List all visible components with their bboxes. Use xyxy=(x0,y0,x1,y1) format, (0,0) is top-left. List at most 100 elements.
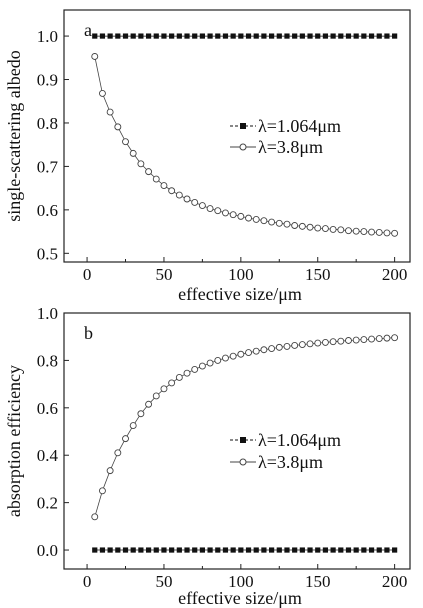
data-point-circle xyxy=(245,349,252,357)
data-point-circle xyxy=(214,207,222,215)
data-point-circle xyxy=(368,335,376,343)
data-point-circle xyxy=(383,334,391,342)
data-point-circle xyxy=(229,352,237,360)
data-point-circle xyxy=(206,359,214,367)
data-point-square xyxy=(384,33,390,39)
data-point-square xyxy=(269,547,275,553)
data-point-square xyxy=(345,33,352,39)
data-point-circle xyxy=(306,223,314,231)
data-point-square xyxy=(130,547,136,553)
data-point-square xyxy=(338,33,344,39)
data-point-circle xyxy=(252,347,260,355)
legend-a-item-1-label: λ=1.064μm xyxy=(258,116,341,136)
data-point-square xyxy=(138,547,144,553)
data-point-square xyxy=(122,33,129,39)
y-tick-label: 1.0 xyxy=(37,304,58,323)
data-point-square xyxy=(353,33,359,39)
data-point-square xyxy=(376,547,382,553)
data-point-circle xyxy=(321,338,329,346)
data-point-square xyxy=(238,547,244,553)
data-point-circle xyxy=(283,220,291,228)
data-point-square xyxy=(115,33,121,39)
data-point-square xyxy=(207,33,213,39)
data-point-square xyxy=(368,33,375,39)
data-point-circle xyxy=(160,182,168,189)
data-point-square xyxy=(169,33,175,39)
data-point-square xyxy=(176,547,182,553)
data-point-circle xyxy=(283,342,291,350)
data-point-circle xyxy=(337,337,345,345)
data-point-square xyxy=(161,33,167,39)
y-tick-label: 1.0 xyxy=(37,27,58,46)
data-point-square xyxy=(330,547,336,553)
legend-b-item-1-label: λ=1.064μm xyxy=(258,430,341,450)
data-point-square xyxy=(199,547,205,553)
data-point-square xyxy=(322,33,329,39)
data-point-circle xyxy=(298,222,306,230)
data-point-square xyxy=(315,547,321,553)
data-point-square xyxy=(115,547,121,553)
data-point-square xyxy=(322,547,329,553)
data-point-circle xyxy=(198,362,206,370)
data-point-square xyxy=(253,33,259,39)
panel-a-series xyxy=(91,33,399,237)
legend-a-item-1: λ=1.064μm xyxy=(230,116,341,136)
legend-b-item-2-label: λ=3.8μm xyxy=(258,452,323,472)
x-tick-label: 50 xyxy=(155,265,172,284)
data-point-circle xyxy=(375,229,383,236)
data-point-square xyxy=(138,33,144,39)
data-point-square xyxy=(345,547,352,553)
panel-b-legend: λ=1.064μm λ=3.8μm xyxy=(230,430,341,472)
x-tick-label: 150 xyxy=(305,572,331,591)
data-point-square xyxy=(392,547,398,553)
panel-a-x-axis-label: effective size/μm xyxy=(178,284,302,304)
x-tick-label: 50 xyxy=(155,572,172,591)
data-point-circle xyxy=(268,345,276,353)
data-point-square xyxy=(176,33,182,39)
data-point-circle xyxy=(191,199,199,206)
data-point-circle xyxy=(314,339,322,347)
data-point-square xyxy=(99,33,106,39)
panel-a-label: a xyxy=(84,20,92,40)
y-tick-label: 0.8 xyxy=(37,114,58,133)
data-point-circle xyxy=(114,449,122,457)
data-point-circle xyxy=(168,187,176,195)
data-point-circle xyxy=(275,343,283,351)
y-tick-label: 0.5 xyxy=(37,244,58,263)
data-point-square xyxy=(245,547,252,553)
data-point-square xyxy=(230,547,236,553)
series-line-2 xyxy=(94,56,395,234)
data-point-square xyxy=(292,547,298,553)
data-point-circle xyxy=(129,422,137,430)
panel-b-x-ticks: 0 50 100 150 200 xyxy=(83,564,407,591)
data-point-square xyxy=(261,33,267,39)
x-tick-label: 200 xyxy=(382,265,408,284)
data-point-square xyxy=(192,547,198,553)
data-point-circle xyxy=(345,227,352,235)
data-point-square xyxy=(261,547,267,553)
data-point-square xyxy=(145,33,152,39)
data-point-circle xyxy=(145,168,153,176)
data-point-square xyxy=(107,33,113,39)
data-point-circle xyxy=(183,369,191,377)
panel-a-y-axis-label: single-scattering albedo xyxy=(4,50,24,221)
data-point-square xyxy=(299,547,305,553)
data-point-square xyxy=(330,33,336,39)
data-point-circle xyxy=(237,350,245,358)
y-tick-label: 0.9 xyxy=(37,71,58,90)
data-point-square xyxy=(307,33,313,39)
x-tick-label: 100 xyxy=(228,572,254,591)
data-point-square xyxy=(222,33,229,39)
data-point-circle xyxy=(122,138,129,146)
data-point-circle xyxy=(314,224,322,232)
data-point-circle xyxy=(360,228,368,236)
data-point-square xyxy=(284,33,290,39)
data-point-circle xyxy=(352,336,360,344)
data-point-circle xyxy=(175,191,183,199)
data-point-circle xyxy=(337,226,345,234)
legend-a-item-2: λ=3.8μm xyxy=(230,137,323,157)
data-point-circle xyxy=(191,365,199,373)
data-point-circle xyxy=(375,335,383,343)
data-point-circle xyxy=(368,228,376,236)
y-tick-label: 0.6 xyxy=(37,399,58,418)
